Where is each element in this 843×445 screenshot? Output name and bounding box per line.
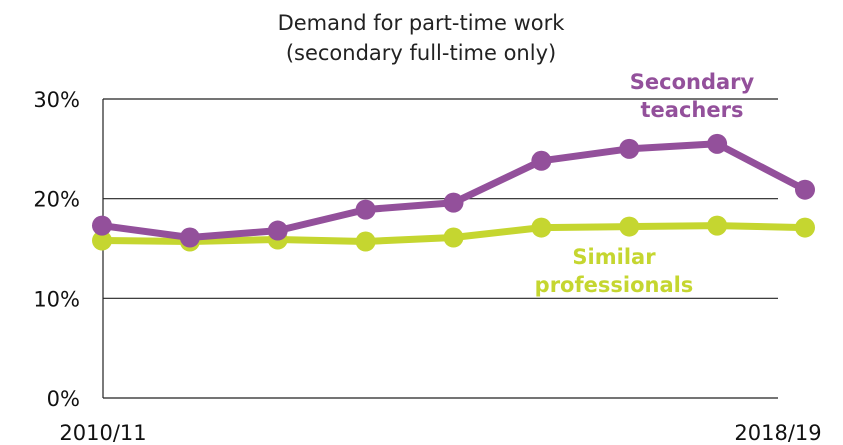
data-point-secondary-teachers [355, 199, 376, 220]
data-point-secondary-teachers [707, 133, 728, 154]
x-tick-label-last: 2018/19 [734, 421, 821, 445]
series-label-secondary-teachers: Secondary [630, 70, 755, 94]
data-point-similar-professionals [531, 217, 552, 238]
gridlines [102, 98, 778, 399]
data-point-similar-professionals [92, 230, 112, 251]
data-point-similar-professionals [795, 217, 815, 238]
data-point-secondary-teachers [443, 192, 464, 213]
data-point-similar-professionals [619, 216, 640, 237]
chart-subtitle: (secondary full-time only) [286, 41, 556, 65]
data-point-secondary-teachers [267, 220, 288, 241]
y-tick-label: 30% [33, 88, 80, 112]
data-point-secondary-teachers [531, 150, 552, 171]
data-point-secondary-teachers [619, 138, 640, 159]
data-point-similar-professionals [355, 231, 376, 252]
y-tick-label: 10% [33, 287, 80, 311]
data-point-secondary-teachers [795, 179, 815, 200]
series-labels: Secondary teachers Similar professionals [535, 70, 755, 297]
y-axis-ticks: 0% 10% 20% 30% [33, 88, 80, 411]
series-label-secondary-teachers: teachers [641, 98, 744, 122]
series-label-similar-professionals: professionals [535, 273, 694, 297]
y-tick-label: 0% [47, 387, 80, 411]
x-tick-label-first: 2010/11 [59, 421, 146, 445]
data-point-secondary-teachers [92, 215, 112, 236]
series-label-similar-professionals: Similar [572, 245, 656, 269]
x-axis-ticks: 2010/11 2018/19 [59, 421, 821, 445]
chart-title: Demand for part-time work [278, 11, 566, 35]
data-point-similar-professionals [707, 215, 728, 236]
series-group [92, 133, 815, 252]
data-point-similar-professionals [443, 227, 464, 248]
data-point-secondary-teachers [179, 227, 200, 248]
y-tick-label: 20% [33, 188, 80, 212]
